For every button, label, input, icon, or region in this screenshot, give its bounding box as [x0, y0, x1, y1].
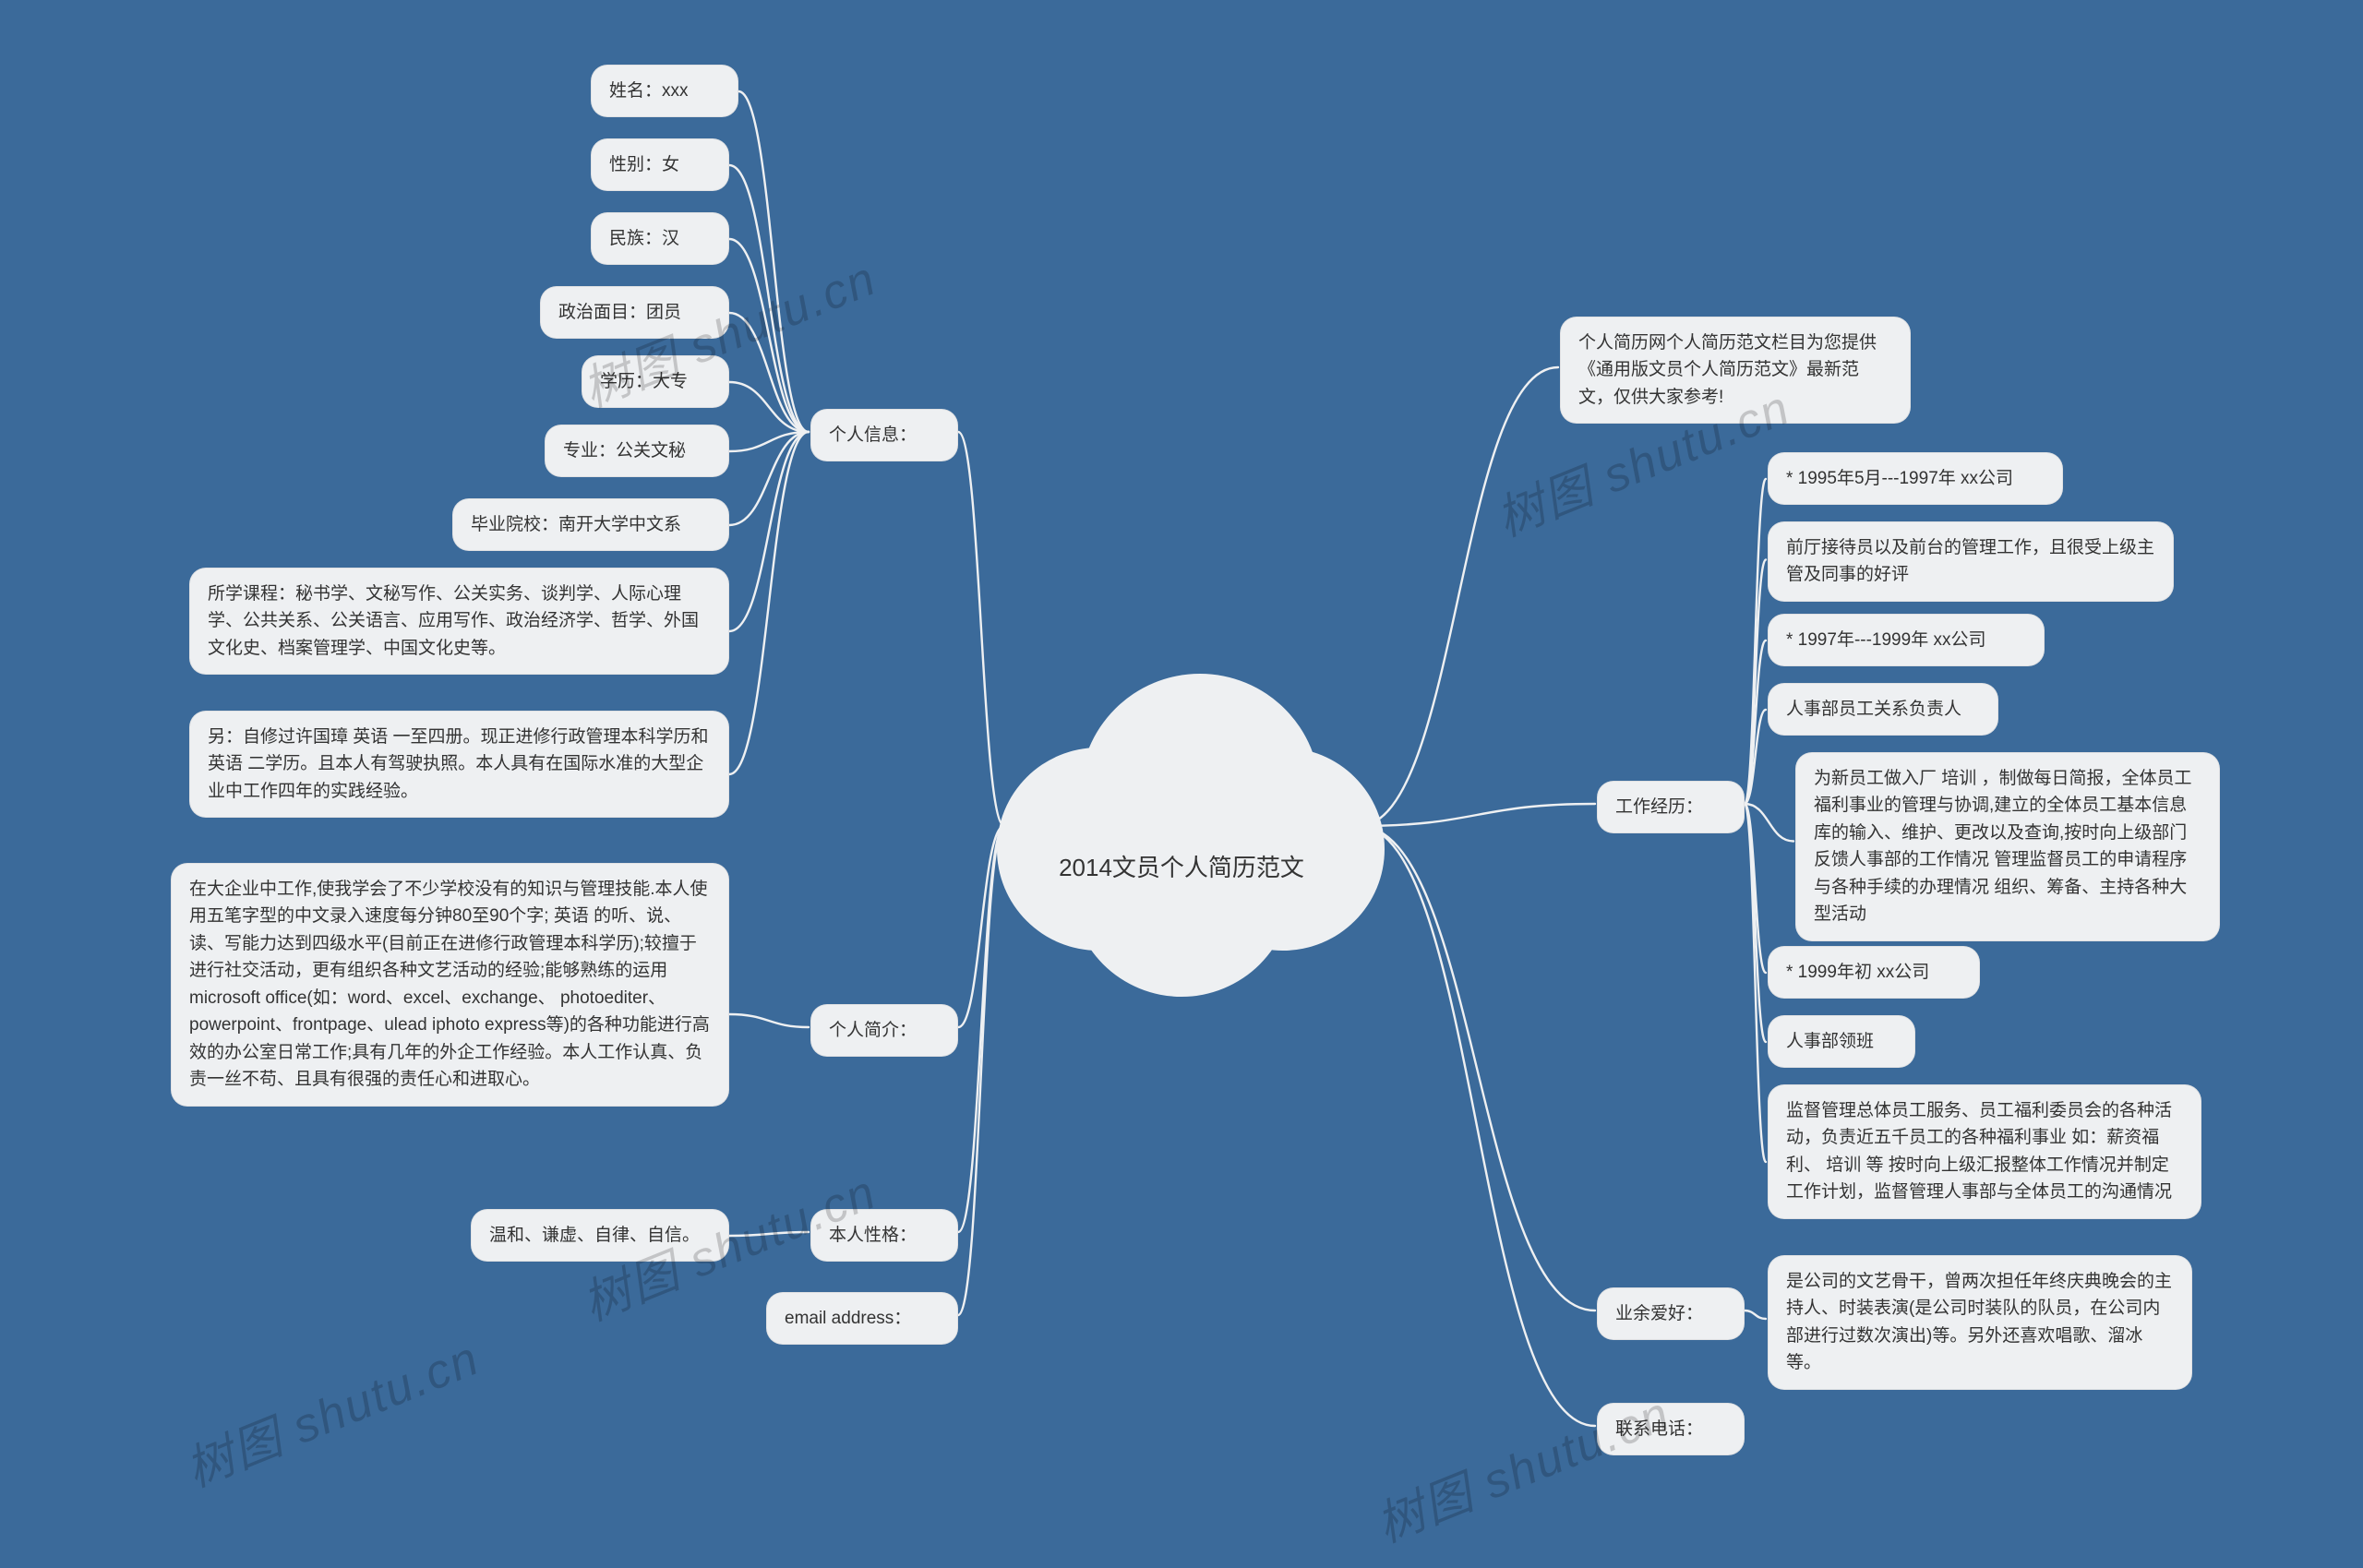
node-label: 温和、谦虚、自律、自信。: [489, 1226, 700, 1245]
leaf-b1-6[interactable]: 毕业院校：南开大学中文系: [452, 498, 729, 551]
node-label: 为新员工做入厂 培训 ，制做每日简报，全体员工福利事业的管理与协调,建立的全体员…: [1814, 769, 2192, 924]
watermark: 树图 shutu.cn: [1364, 1375, 1679, 1556]
leaf-b1-4[interactable]: 学历：大专: [582, 355, 729, 408]
node-label: 是公司的文艺骨干，曾两次担任年终庆典晚会的主持人、时装表演(是公司时装队的队员，…: [1786, 1272, 2172, 1372]
node-label: 在大企业中工作,使我学会了不少学校没有的知识与管理技能.本人使用五笔字型的中文录…: [189, 880, 710, 1089]
node-label: 工作经历：: [1615, 797, 1703, 817]
node-label: 个人简介：: [829, 1021, 917, 1040]
rleaf-b1-6[interactable]: 人事部领班: [1768, 1015, 1915, 1068]
node-label: 个人简历网个人简历范文栏目为您提供《通用版文员个人简历范文》最新范文，仅供大家参…: [1578, 333, 1877, 407]
node-label: 业余爱好：: [1615, 1304, 1703, 1323]
branch-b1[interactable]: 个人信息：: [810, 409, 958, 461]
rleaf-b1-5[interactable]: * 1999年初 xx公司: [1768, 946, 1980, 999]
rleaf-b1-7[interactable]: 监督管理总体员工服务、员工福利委员会的各种活动，负责近五千员工的各种福利事业 如…: [1768, 1084, 2201, 1219]
branch-b4[interactable]: email address：: [766, 1292, 958, 1345]
node-label: 监督管理总体员工服务、员工福利委员会的各种活动，负责近五千员工的各种福利事业 如…: [1786, 1101, 2172, 1202]
leaf-b3-0[interactable]: 温和、谦虚、自律、自信。: [471, 1209, 729, 1262]
leaf-b1-2[interactable]: 民族：汉: [591, 212, 729, 265]
rleaf-b1-0[interactable]: * 1995年5月---1997年 xx公司: [1768, 452, 2063, 505]
watermark: 树图 shutu.cn: [174, 1320, 488, 1501]
leaf-b1-5[interactable]: 专业：公关文秘: [545, 425, 729, 477]
node-label: 性别：女: [609, 155, 679, 174]
leaf-b1-0[interactable]: 姓名：xxx: [591, 65, 738, 117]
node-label: 姓名：xxx: [609, 81, 689, 101]
branch-b3[interactable]: 本人性格：: [810, 1209, 958, 1262]
rbranch-b2[interactable]: 业余爱好：: [1597, 1287, 1745, 1340]
node-label: 联系电话：: [1615, 1419, 1703, 1439]
node-label: 所学课程：秘书学、文秘写作、公关实务、谈判学、人际心理学、公共关系、公关语言、应…: [208, 584, 699, 658]
node-label: * 1999年初 xx公司: [1786, 963, 1929, 982]
rleaf-b2-0[interactable]: 是公司的文艺骨干，曾两次担任年终庆典晚会的主持人、时装表演(是公司时装队的队员，…: [1768, 1255, 2192, 1390]
leaf-b1-3[interactable]: 政治面目：团员: [540, 286, 729, 339]
node-label: 前厅接待员以及前台的管理工作，且很受上级主管及同事的好评: [1786, 538, 2154, 584]
node-label: 本人性格：: [829, 1226, 917, 1245]
rbranch-b3[interactable]: 联系电话：: [1597, 1403, 1745, 1455]
leaf-b1-8[interactable]: 另：自修过许国璋 英语 一至四册。现正进修行政管理本科学历和 英语 二学历。且本…: [189, 711, 729, 818]
leaf-b1-1[interactable]: 性别：女: [591, 138, 729, 191]
rleaf-b1-2[interactable]: * 1997年---1999年 xx公司: [1768, 614, 2045, 666]
node-label: 人事部员工关系负责人: [1786, 700, 1961, 719]
node-label: 民族：汉: [609, 229, 679, 248]
rleaf-b1-1[interactable]: 前厅接待员以及前台的管理工作，且很受上级主管及同事的好评: [1768, 521, 2174, 602]
leaf-b1-7[interactable]: 所学课程：秘书学、文秘写作、公关实务、谈判学、人际心理学、公共关系、公关语言、应…: [189, 568, 729, 675]
node-label: 人事部领班: [1786, 1032, 1874, 1051]
node-label: * 1997年---1999年 xx公司: [1786, 630, 1985, 650]
node-label: * 1995年5月---1997年 xx公司: [1786, 469, 2013, 488]
node-label: 专业：公关文秘: [563, 441, 686, 461]
rleaf-b1-4[interactable]: 为新员工做入厂 培训 ，制做每日简报，全体员工福利事业的管理与协调,建立的全体员…: [1795, 752, 2220, 941]
intro-note[interactable]: 个人简历网个人简历范文栏目为您提供《通用版文员个人简历范文》最新范文，仅供大家参…: [1560, 317, 1911, 424]
node-label: 毕业院校：南开大学中文系: [471, 515, 681, 534]
node-label: 个人信息：: [829, 425, 917, 445]
node-label: email address：: [785, 1309, 911, 1328]
root-label: 2014文员个人简历范文: [1006, 849, 1357, 883]
rleaf-b1-3[interactable]: 人事部员工关系负责人: [1768, 683, 1998, 736]
leaf-b2-0[interactable]: 在大企业中工作,使我学会了不少学校没有的知识与管理技能.本人使用五笔字型的中文录…: [171, 863, 729, 1107]
node-label: 政治面目：团员: [558, 303, 681, 322]
node-label: 另：自修过许国璋 英语 一至四册。现正进修行政管理本科学历和 英语 二学历。且本…: [208, 727, 709, 801]
rbranch-b1[interactable]: 工作经历：: [1597, 781, 1745, 833]
node-label: 学历：大专: [600, 372, 688, 391]
root-node[interactable]: 2014文员个人简历范文: [1006, 692, 1357, 932]
branch-b2[interactable]: 个人简介：: [810, 1004, 958, 1057]
